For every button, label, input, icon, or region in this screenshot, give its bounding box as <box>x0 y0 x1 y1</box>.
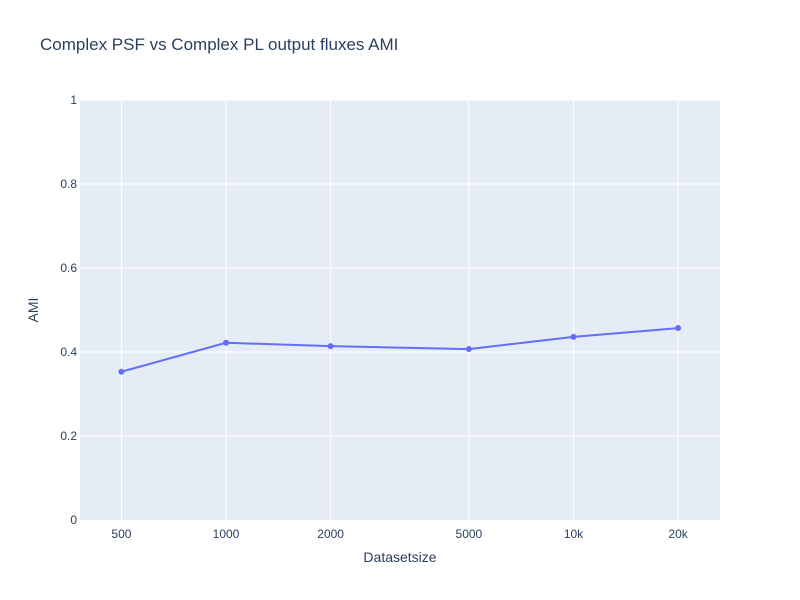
data-point <box>223 339 230 346</box>
x-axis-ticks: 500 1000 2000 5000 10k 20k <box>111 527 688 541</box>
y-tick-label: 0.8 <box>60 177 77 191</box>
series-line <box>121 327 679 373</box>
series-layer <box>118 325 682 375</box>
x-tick-label: 500 <box>111 527 131 541</box>
grid-lines <box>80 99 720 520</box>
x-tick-label: 1000 <box>213 527 240 541</box>
y-tick-label: 0.6 <box>60 261 77 275</box>
y-tick-label: 0 <box>70 513 77 527</box>
y-tick-label: 0.4 <box>60 345 77 359</box>
plot-area <box>80 100 720 520</box>
y-tick-label: 1 <box>70 93 77 107</box>
x-tick-label: 10k <box>564 527 584 541</box>
data-point <box>570 333 577 340</box>
data-point <box>675 325 682 332</box>
y-axis-ticks: 0 0.2 0.4 0.6 0.8 1 <box>60 93 77 527</box>
x-tick-label: 2000 <box>317 527 344 541</box>
x-tick-label: 20k <box>668 527 688 541</box>
data-point <box>118 368 125 375</box>
data-point <box>465 346 472 353</box>
x-axis-label: Datasetsize <box>363 549 436 565</box>
y-tick-label: 0.2 <box>60 429 77 443</box>
x-tick-label: 5000 <box>456 527 483 541</box>
data-point <box>327 343 334 350</box>
chart-title: Complex PSF vs Complex PL output fluxes … <box>40 35 398 54</box>
y-axis-label: AMI <box>25 298 41 323</box>
